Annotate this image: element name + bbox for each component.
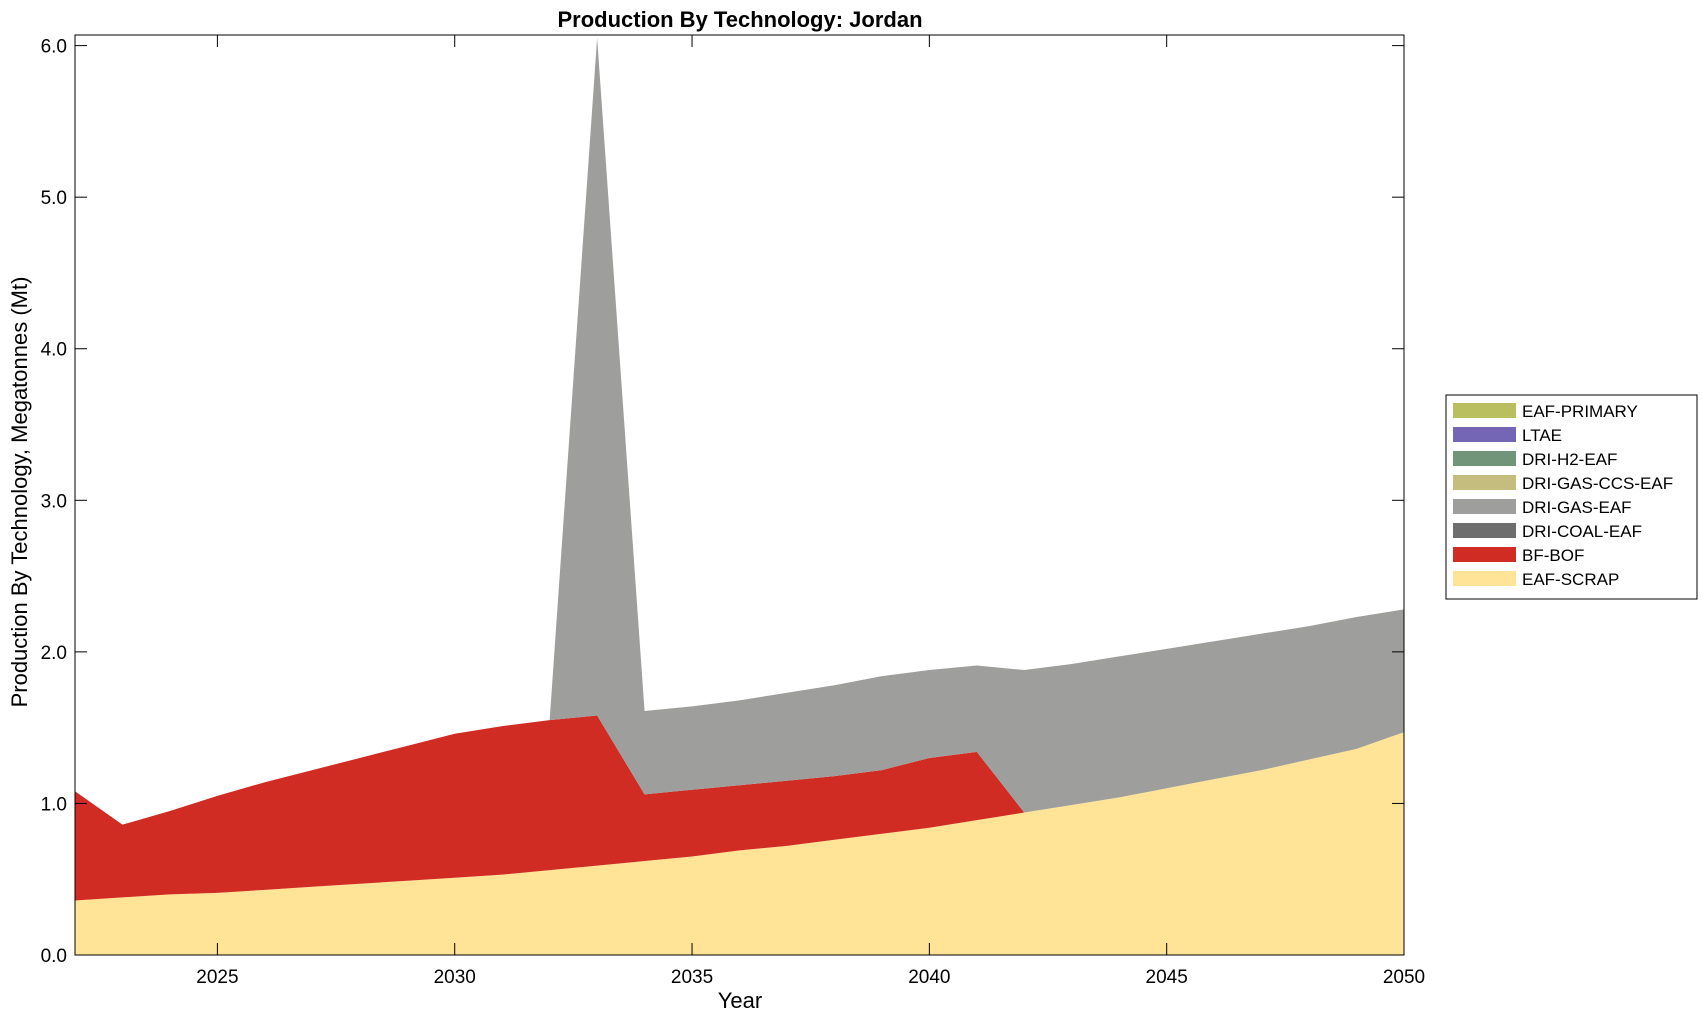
y-tick-label: 2.0 <box>41 643 67 664</box>
legend-item-dri-h2-eaf: DRI-H2-EAF <box>1453 450 1617 469</box>
legend-item-dri-gas-eaf: DRI-GAS-EAF <box>1453 498 1632 517</box>
legend-swatch <box>1453 571 1516 586</box>
legend-swatch <box>1453 523 1516 538</box>
y-axis-label: Production By Technology, Megatonnes (Mt… <box>7 277 32 708</box>
x-tick-label: 2035 <box>671 967 713 988</box>
x-axis-label: Year <box>718 988 762 1013</box>
legend-label: EAF-PRIMARY <box>1522 402 1638 421</box>
legend-swatch <box>1453 547 1516 562</box>
x-tick-label: 2045 <box>1146 967 1188 988</box>
legend-item-dri-coal-eaf: DRI-COAL-EAF <box>1453 522 1642 541</box>
legend: EAF-PRIMARY LTAE DRI-H2-EAF DRI-GAS-CCS-EAF… <box>1445 394 1698 600</box>
area-dri-gas-eaf <box>75 38 1404 825</box>
x-tick-label: 2030 <box>434 967 476 988</box>
legend-item-ltae: LTAE <box>1453 426 1562 445</box>
legend-swatch <box>1453 427 1516 442</box>
legend-label: DRI-COAL-EAF <box>1522 522 1642 541</box>
legend-label: BF-BOF <box>1522 546 1584 565</box>
area-layers <box>75 38 1404 955</box>
legend-label: DRI-GAS-EAF <box>1522 498 1632 517</box>
x-tick-label: 2025 <box>196 967 238 988</box>
legend-swatch <box>1453 499 1516 514</box>
legend-label: DRI-H2-EAF <box>1522 450 1617 469</box>
legend-swatch <box>1453 475 1516 490</box>
legend-item-eaf-primary: EAF-PRIMARY <box>1453 402 1638 421</box>
area-bf-bof <box>75 715 1404 901</box>
legend-item-dri-gas-ccs-eaf: DRI-GAS-CCS-EAF <box>1453 474 1673 493</box>
legend-label: EAF-SCRAP <box>1522 570 1619 589</box>
legend-swatch <box>1453 451 1516 466</box>
x-tick-label: 2050 <box>1383 967 1425 988</box>
x-axis: 2025 2030 2035 2040 2045 2050 <box>196 35 1425 988</box>
legend-item-eaf-scrap: EAF-SCRAP <box>1453 570 1619 589</box>
y-tick-label: 1.0 <box>41 794 67 815</box>
legend-label: DRI-GAS-CCS-EAF <box>1522 474 1673 493</box>
legend-item-bf-bof: BF-BOF <box>1453 546 1584 565</box>
chart-title: Production By Technology: Jordan <box>557 7 922 32</box>
y-tick-label: 0.0 <box>41 946 67 967</box>
y-tick-label: 3.0 <box>41 491 67 512</box>
x-tick-label: 2040 <box>908 967 950 988</box>
y-tick-label: 5.0 <box>41 188 67 209</box>
legend-label: LTAE <box>1522 426 1562 445</box>
legend-swatch <box>1453 403 1516 418</box>
legend-box <box>1445 394 1698 600</box>
area-eaf-scrap <box>75 732 1404 955</box>
plot-frame <box>74 34 1405 956</box>
y-tick-label: 6.0 <box>41 37 67 58</box>
y-tick-label: 4.0 <box>41 340 67 361</box>
y-axis: 0.0 1.0 2.0 3.0 4.0 5.0 6.0 <box>41 37 1404 967</box>
